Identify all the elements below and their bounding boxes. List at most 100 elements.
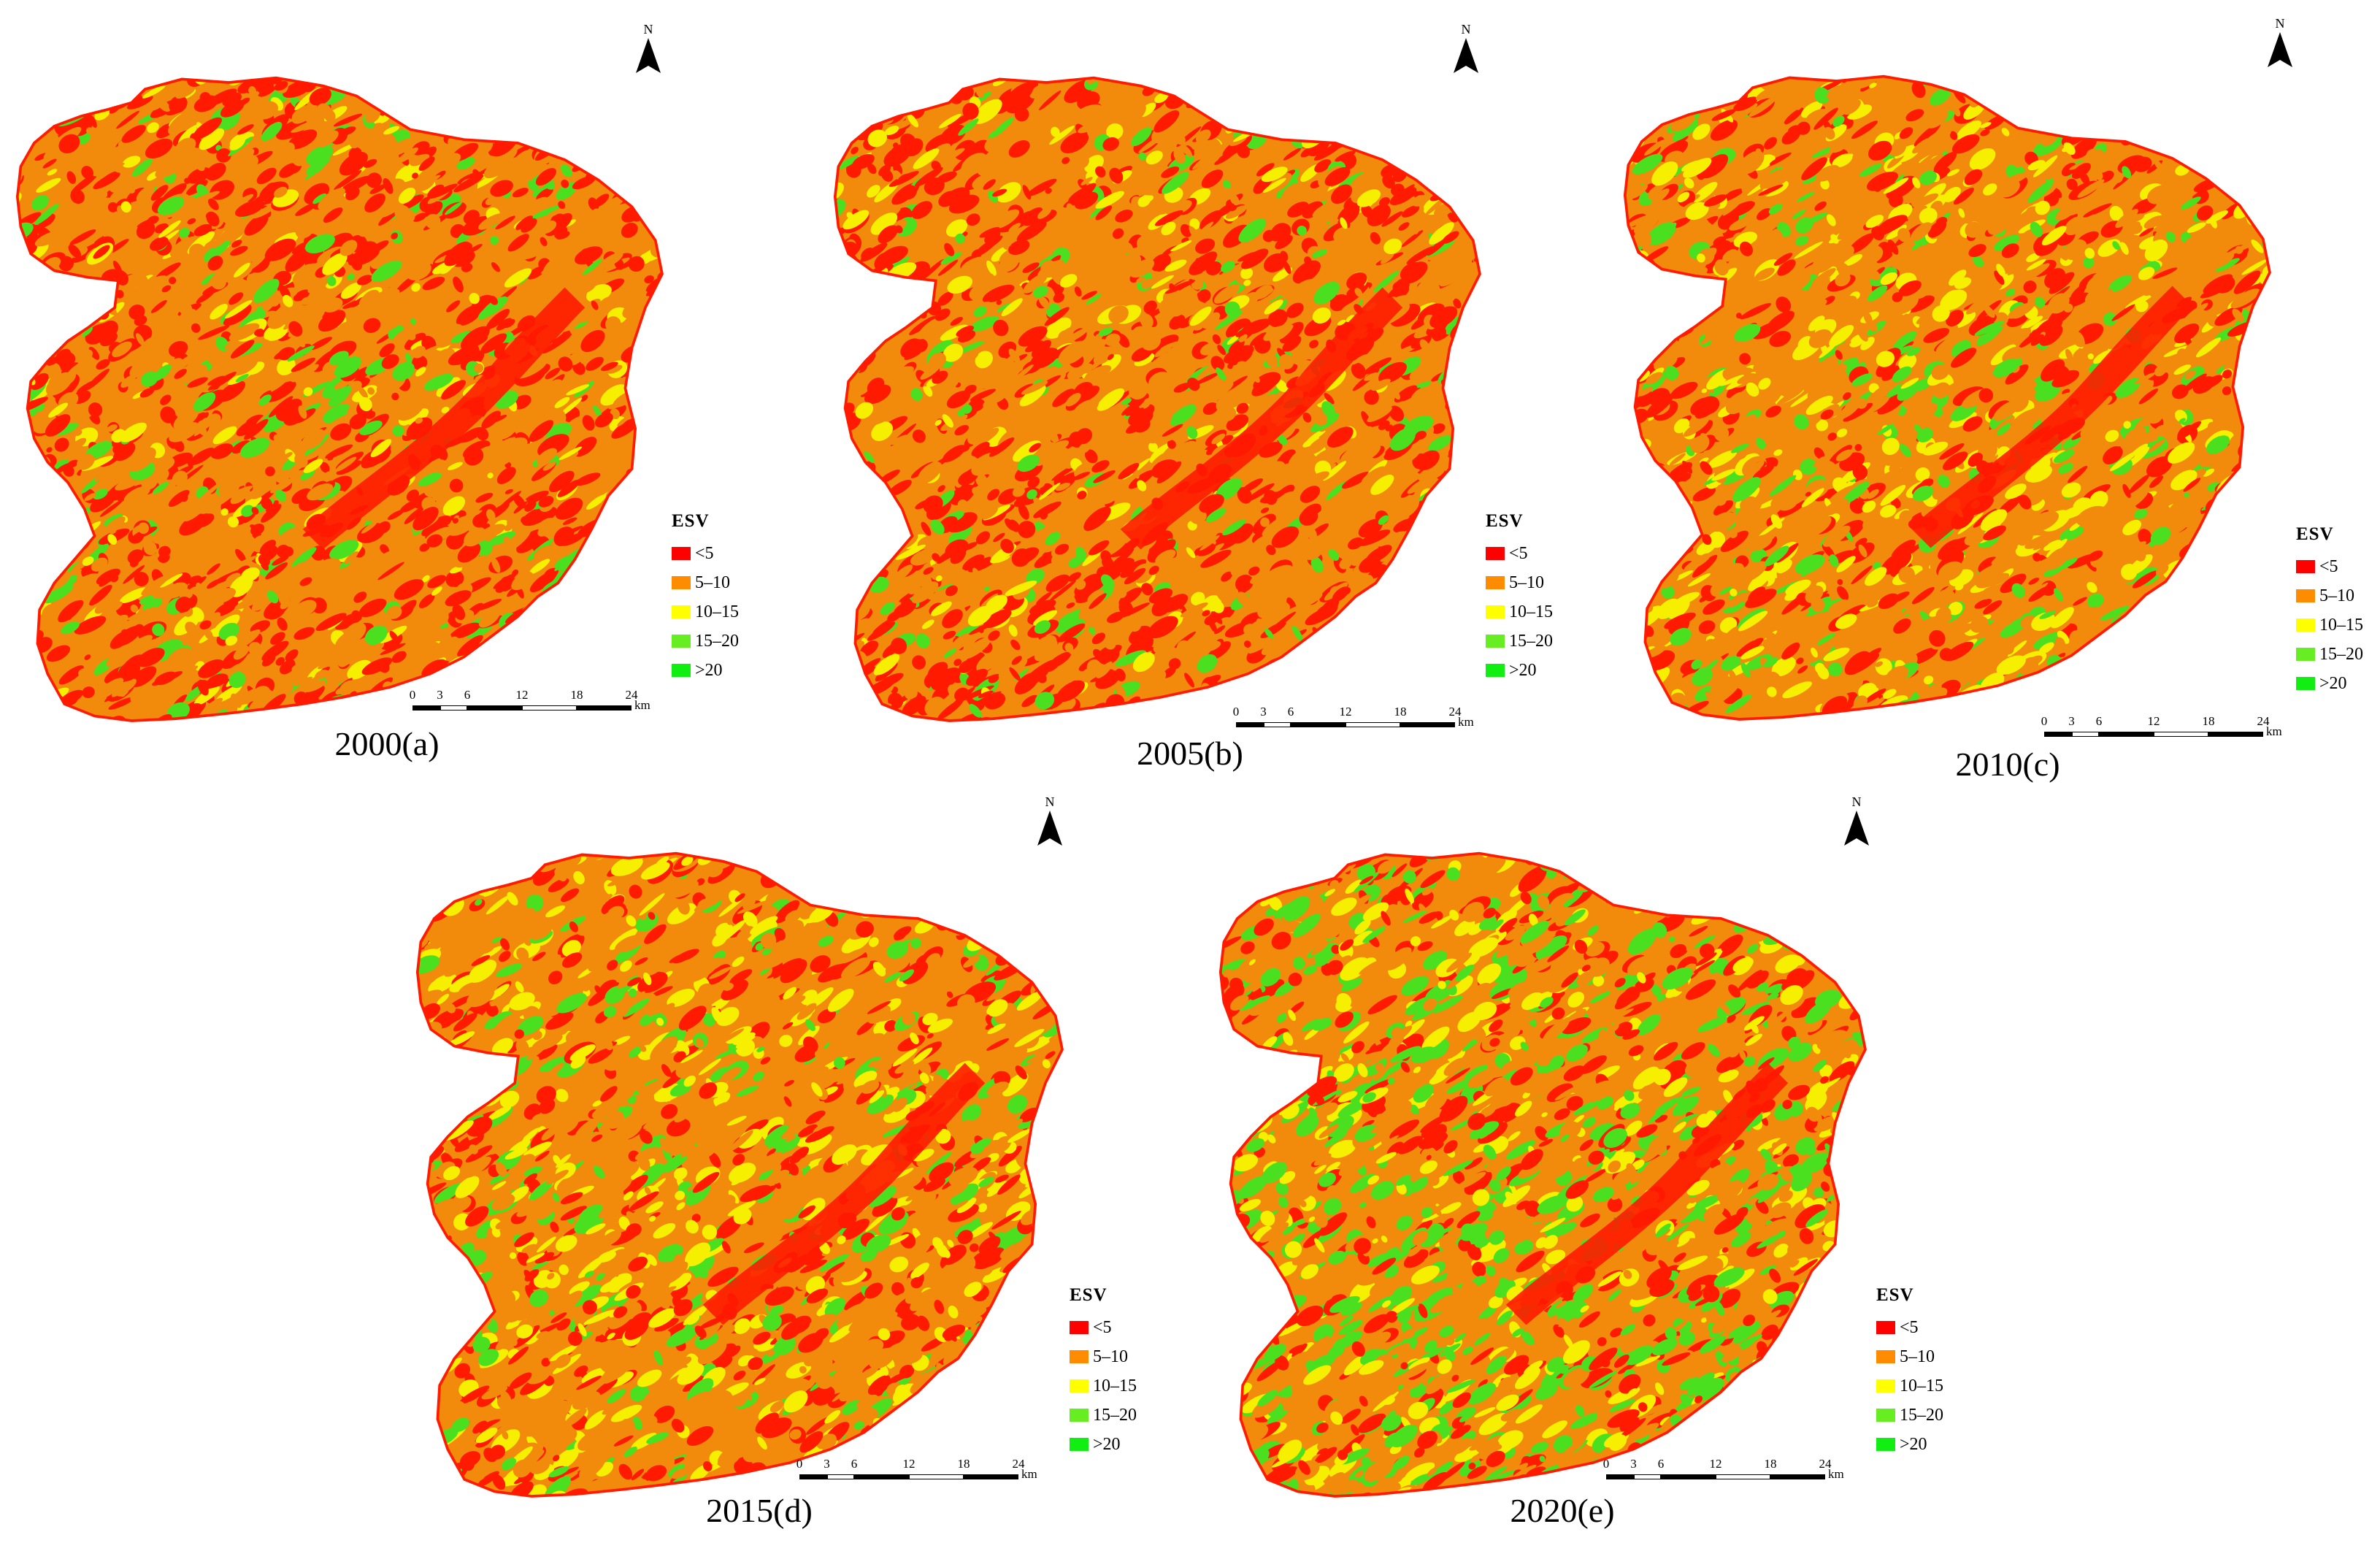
raster-patch-orange — [1341, 617, 1359, 633]
raster-patch-red — [549, 125, 572, 145]
raster-patch-orange — [662, 72, 684, 94]
raster-patch-orange — [504, 649, 526, 664]
raster-patch-orange — [1191, 703, 1199, 713]
raster-patch-orange — [850, 127, 857, 137]
raster-patch-orange — [61, 61, 85, 79]
raster-patch-red — [17, 232, 21, 250]
raster-patch-red — [834, 97, 860, 116]
raster-patch-orange — [1116, 718, 1134, 721]
raster-patch-yellow — [854, 528, 878, 550]
raster-patch-orange — [902, 726, 920, 743]
raster-patch-red — [835, 524, 851, 537]
raster-patch-orange — [824, 432, 834, 441]
raster-patch-red — [649, 307, 661, 318]
raster-patch-red — [1448, 675, 1464, 689]
raster-patch-orange — [1463, 633, 1480, 651]
raster-patch-red — [1337, 110, 1351, 126]
raster-patch-orange — [1483, 433, 1502, 445]
raster-patch-orange — [824, 502, 834, 516]
raster-patch-yellow — [1404, 133, 1413, 142]
raster-patch-red — [17, 319, 39, 335]
raster-patch-red — [1273, 697, 1280, 702]
raster-patch-yellow — [1359, 83, 1376, 97]
raster-patch-orange — [17, 498, 26, 510]
raster-patch-red — [1338, 631, 1355, 648]
raster-patch-red — [1327, 117, 1340, 129]
raster-patch-red — [442, 84, 459, 97]
raster-patch-orange — [635, 104, 662, 125]
raster-patch-red — [1473, 313, 1480, 332]
raster-patch-orange — [337, 707, 345, 715]
raster-patch-red — [1045, 59, 1062, 74]
raster-patch-orange — [372, 82, 389, 99]
raster-patch-red — [32, 537, 42, 546]
raster-patch-orange — [88, 386, 110, 405]
raster-patch-orange — [30, 705, 43, 721]
raster-patch-orange — [575, 617, 590, 632]
raster-patch-red — [576, 648, 600, 667]
raster-patch-red — [39, 511, 52, 524]
legend-title: ESV — [672, 511, 710, 531]
raster-patch-orange — [1445, 577, 1459, 591]
raster-patch-green — [1442, 586, 1448, 593]
raster-patch-orange — [834, 292, 846, 305]
raster-patch-red — [1026, 719, 1032, 721]
raster-patch-orange — [1283, 677, 1297, 691]
raster-patch-red — [17, 80, 44, 97]
raster-patch-green — [845, 470, 875, 493]
raster-patch-yellow — [0, 634, 17, 652]
raster-patch-green — [1435, 546, 1459, 559]
raster-patch-orange — [572, 64, 583, 74]
raster-patch-red — [844, 706, 872, 721]
raster-patch-orange — [1200, 51, 1232, 80]
raster-patch-yellow — [554, 77, 582, 84]
raster-patch-orange — [841, 284, 859, 300]
raster-patch-green — [580, 578, 603, 591]
raster-patch-orange — [664, 250, 692, 275]
raster-patch-orange — [1319, 662, 1340, 682]
raster-patch-orange — [834, 104, 845, 115]
raster-patch-yellow — [840, 510, 858, 526]
raster-patch-orange — [17, 518, 41, 540]
raster-patch-orange — [17, 613, 30, 627]
raster-patch-orange — [1456, 128, 1480, 153]
raster-patch-green — [834, 302, 853, 320]
raster-patch-red — [657, 642, 662, 654]
raster-patch-orange — [1450, 667, 1462, 678]
raster-patch-green — [229, 725, 252, 742]
raster-patch-orange — [1067, 715, 1086, 721]
raster-patch-green — [564, 594, 596, 615]
raster-patch-red — [1465, 139, 1478, 155]
raster-patch-green — [300, 470, 315, 480]
raster-patch-orange — [231, 155, 258, 178]
raster-patch-red — [894, 529, 907, 541]
raster-patch-orange — [461, 83, 480, 96]
raster-patch-red — [1407, 116, 1422, 127]
raster-patch-green — [1402, 677, 1416, 694]
raster-patch-red — [642, 575, 662, 596]
raster-patch-red — [1486, 704, 1502, 721]
raster-patch-orange — [1229, 103, 1254, 126]
raster-patch-orange — [889, 518, 904, 530]
raster-patch-orange — [834, 275, 839, 287]
raster-patch-orange — [29, 77, 58, 80]
raster-patch-red — [1376, 105, 1406, 123]
raster-patch-red — [499, 105, 521, 119]
raster-patch-orange — [44, 56, 67, 75]
legend-swatch — [672, 605, 691, 619]
raster-patch-orange — [834, 147, 838, 156]
raster-patch-orange — [17, 101, 39, 120]
raster-patch-orange — [128, 142, 139, 156]
raster-patch-yellow — [1157, 706, 1171, 719]
raster-patch-orange — [229, 77, 242, 78]
raster-patch-orange — [4, 431, 14, 442]
raster-patch-red — [1256, 86, 1269, 99]
raster-patch-red — [17, 540, 33, 561]
raster-patch-orange — [17, 526, 34, 538]
raster-patch-orange — [329, 412, 356, 426]
raster-patch-orange — [242, 274, 264, 290]
raster-patch-yellow — [1399, 77, 1428, 90]
raster-patch-green — [1412, 139, 1422, 153]
raster-patch-yellow — [623, 118, 648, 137]
raster-patch-red — [580, 133, 595, 148]
